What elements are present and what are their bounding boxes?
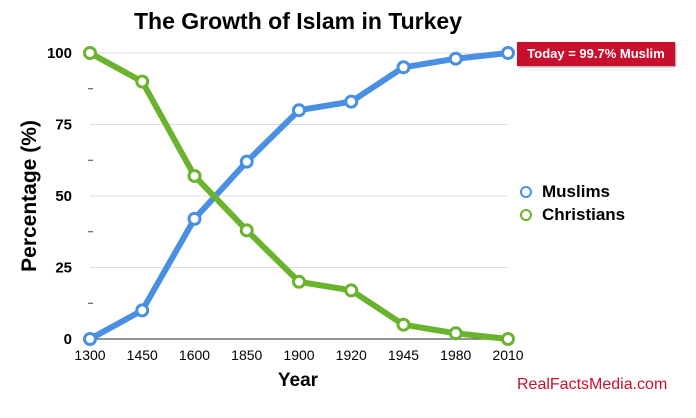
legend-label-christians: Christians <box>542 204 626 224</box>
data-point-christians <box>187 168 202 183</box>
chart-title: The Growth of Islam in Turkey <box>133 8 462 34</box>
x-tick-label: 1945 <box>388 347 419 363</box>
data-point-christians <box>239 223 254 238</box>
y-axis-ticks: 0 25 50 75 100 <box>47 45 93 348</box>
grid <box>90 52 508 340</box>
source-link[interactable]: RealFactsMedia.com <box>517 376 668 393</box>
data-point-christians <box>292 274 306 289</box>
data-point-christians <box>135 74 150 89</box>
data-point-muslims <box>239 154 254 169</box>
y-tick-label: 0 <box>64 331 72 348</box>
y-tick-label: 50 <box>55 188 72 205</box>
data-point-christians <box>396 317 411 332</box>
data-point-muslims <box>344 94 359 109</box>
y-tick-label: 100 <box>47 45 72 62</box>
x-axis-ticks: 1300 1450 1600 1850 1900 1920 1945 1980 2010 <box>74 347 523 363</box>
data-point-muslims <box>501 46 515 60</box>
today-callout: Today = 99.7% Muslim <box>517 42 675 66</box>
data-point-christians <box>344 283 359 298</box>
x-tick-label: 2010 <box>492 347 523 363</box>
data-point-muslims <box>396 60 411 75</box>
x-tick-label: 1600 <box>179 347 210 363</box>
legend-item-muslims: Muslims <box>520 180 625 203</box>
data-point-christians <box>448 326 463 341</box>
data-point-muslims <box>448 51 463 66</box>
y-axis-label: Percentage (%) <box>18 120 41 272</box>
data-point-muslims <box>187 211 202 226</box>
data-point-christians <box>83 46 97 60</box>
x-tick-label: 1980 <box>440 347 471 363</box>
x-axis-label: Year <box>277 370 319 391</box>
data-point-christians <box>501 332 515 346</box>
legend-swatch-christians <box>520 208 532 221</box>
x-tick-label: 1850 <box>231 347 262 363</box>
series-group <box>83 46 515 346</box>
legend-swatch-muslims <box>520 185 532 198</box>
legend-item-christians: Christians <box>520 203 625 226</box>
x-tick-label: 1450 <box>127 347 158 363</box>
x-tick-label: 1300 <box>74 347 105 363</box>
legend-label-muslims: Muslims <box>542 181 611 201</box>
data-point-muslims <box>83 332 97 346</box>
legend: Muslims Christians <box>520 180 625 226</box>
data-point-muslims <box>135 303 150 318</box>
data-point-muslims <box>292 103 306 118</box>
y-tick-label: 75 <box>55 117 72 134</box>
x-tick-label: 1920 <box>336 347 367 363</box>
x-tick-label: 1900 <box>283 347 314 363</box>
y-tick-label: 25 <box>55 260 72 277</box>
